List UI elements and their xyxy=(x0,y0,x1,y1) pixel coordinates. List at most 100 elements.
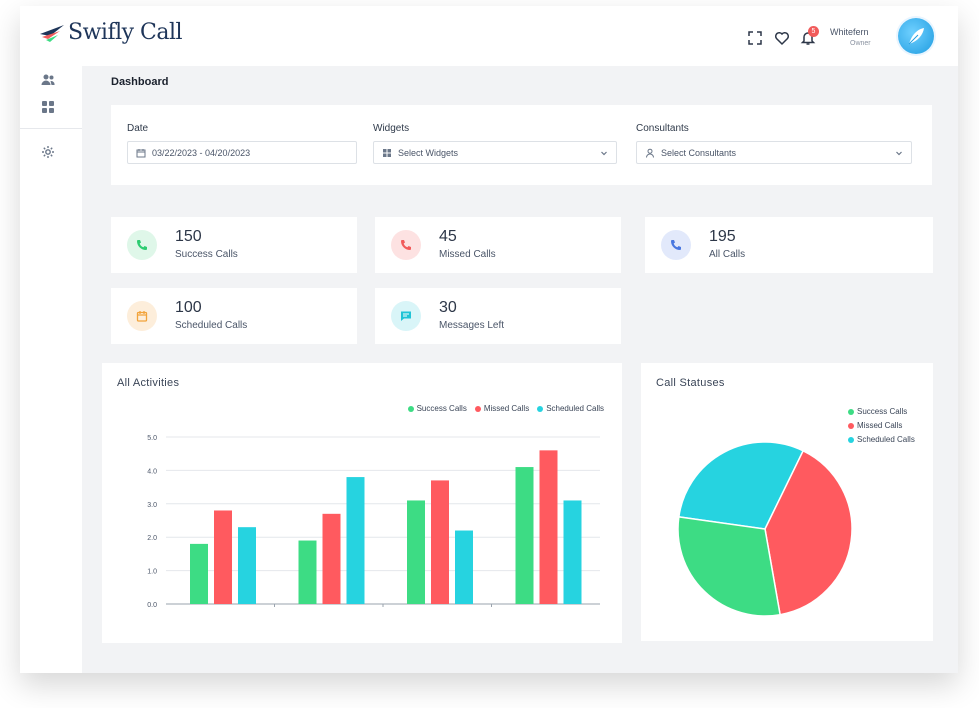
y-tick-label: 0.0 xyxy=(147,602,157,609)
consultants-select[interactable]: Select Consultants xyxy=(636,141,912,164)
stat-value: 45 xyxy=(439,228,457,245)
user-role: Owner xyxy=(850,40,871,47)
legend-item-scheduled[interactable]: Scheduled Calls xyxy=(848,435,915,444)
stat-label: All Calls xyxy=(709,249,746,260)
stat-icon-circle xyxy=(391,230,421,260)
widgets-label: Widgets xyxy=(373,123,410,134)
date-label: Date xyxy=(127,123,149,134)
calendar-icon xyxy=(136,148,146,157)
bar xyxy=(431,480,449,604)
stat-card-success[interactable]: 150 Success Calls xyxy=(111,217,357,273)
legend-item-scheduled[interactable]: Scheduled Calls xyxy=(537,404,604,413)
legend-label: Scheduled Calls xyxy=(857,435,915,444)
date-range-value: 03/22/2023 - 04/20/2023 xyxy=(152,147,251,158)
calendar-icon xyxy=(136,311,148,322)
widgets-select[interactable]: Select Widgets xyxy=(373,141,617,164)
all-activities-panel: All Activities Success Calls Missed Call… xyxy=(102,363,622,643)
user-icon xyxy=(646,148,654,158)
activities-legend: Success Calls Missed Calls Scheduled Cal… xyxy=(400,404,604,413)
legend-label: Success Calls xyxy=(416,404,467,413)
bar xyxy=(190,543,208,604)
sidebar xyxy=(20,66,82,673)
phone-icon xyxy=(671,240,681,250)
phone-icon xyxy=(137,240,147,250)
legend-label: Scheduled Calls xyxy=(546,404,604,413)
stat-card-scheduled[interactable]: 100 Scheduled Calls xyxy=(111,288,357,344)
chevron-down-icon xyxy=(601,151,607,156)
legend-dot xyxy=(407,405,414,412)
stat-icon-circle xyxy=(391,301,421,331)
users-icon[interactable] xyxy=(41,73,55,87)
bar xyxy=(346,477,365,604)
bar xyxy=(214,510,232,604)
filter-card: Date 03/22/2023 - 04/20/2023 Widgets Sel… xyxy=(111,105,932,185)
stat-value: 30 xyxy=(439,299,457,316)
logo-icon xyxy=(40,24,64,42)
page-title: Dashboard xyxy=(111,76,169,88)
message-icon xyxy=(401,311,411,321)
bar xyxy=(539,450,558,604)
legend-label: Success Calls xyxy=(857,407,908,416)
bar xyxy=(515,467,534,604)
dashboard-icon[interactable] xyxy=(41,100,55,114)
stat-value: 150 xyxy=(175,228,202,245)
legend-dot xyxy=(537,405,544,412)
stat-value: 195 xyxy=(709,228,736,245)
consultants-label: Consultants xyxy=(636,123,689,134)
stat-label: Success Calls xyxy=(175,249,238,260)
widgets-select-value: Select Widgets xyxy=(398,147,459,158)
date-range-field[interactable]: 03/22/2023 - 04/20/2023 xyxy=(127,141,357,164)
sidebar-divider xyxy=(20,128,82,129)
pie-slice xyxy=(677,441,805,530)
stat-card-missed[interactable]: 45 Missed Calls xyxy=(375,217,621,273)
stat-card-all[interactable]: 195 All Calls xyxy=(645,217,933,273)
y-tick-label: 3.0 xyxy=(147,502,157,509)
legend-dot xyxy=(848,408,854,415)
call-statuses-pie-chart xyxy=(677,441,853,617)
pie-slice xyxy=(677,516,781,617)
stat-label: Missed Calls xyxy=(439,249,496,260)
stat-icon-circle xyxy=(661,230,691,260)
feather-icon xyxy=(908,28,924,45)
bar xyxy=(238,527,256,604)
fullscreen-icon[interactable] xyxy=(747,30,763,46)
legend-dot xyxy=(848,422,854,429)
legend-label: Missed Calls xyxy=(857,421,903,430)
panel-title: All Activities xyxy=(117,377,180,389)
stat-value: 100 xyxy=(175,299,202,316)
bar xyxy=(298,540,317,604)
legend-label: Missed Calls xyxy=(483,404,530,413)
brand-logo[interactable]: Swifly Call xyxy=(38,20,183,45)
y-tick-label: 4.0 xyxy=(147,468,157,475)
stat-label: Messages Left xyxy=(439,320,505,331)
legend-dot xyxy=(474,405,481,412)
legend-item-missed[interactable]: Missed Calls xyxy=(848,421,915,430)
top-bar: Swifly Call 5 Whitefern Owner xyxy=(20,6,958,66)
legend-dot xyxy=(848,436,854,443)
bar xyxy=(563,500,582,604)
legend-item-success[interactable]: Success Calls xyxy=(407,404,467,413)
call-statuses-panel: Call Statuses Success Calls Missed Calls… xyxy=(641,363,933,641)
notification-badge: 5 xyxy=(808,26,819,37)
y-tick-label: 1.0 xyxy=(147,569,157,576)
pie-slice xyxy=(764,449,853,616)
legend-item-success[interactable]: Success Calls xyxy=(848,407,915,416)
y-tick-label: 2.0 xyxy=(147,535,157,542)
app-frame: Swifly Call 5 Whitefern Owner xyxy=(20,6,958,673)
heart-icon[interactable] xyxy=(774,30,790,46)
user-name[interactable]: Whitefern xyxy=(830,27,869,37)
chevron-down-icon xyxy=(896,151,902,156)
legend-item-missed[interactable]: Missed Calls xyxy=(474,404,530,413)
statuses-legend: Success Calls Missed Calls Scheduled Cal… xyxy=(848,407,915,449)
stat-card-messages[interactable]: 30 Messages Left xyxy=(375,288,621,344)
activities-bar-chart: 0.0 1.0 2.0 3.0 4.0 5.0 xyxy=(147,435,600,609)
bar xyxy=(455,530,473,604)
settings-icon[interactable] xyxy=(41,145,55,159)
grid-icon xyxy=(383,148,391,157)
y-tick-label: 5.0 xyxy=(147,435,157,442)
panel-title: Call Statuses xyxy=(656,377,725,389)
stat-icon-circle xyxy=(127,301,157,331)
bar xyxy=(322,513,341,604)
brand-name: Swifly Call xyxy=(68,20,183,45)
avatar[interactable] xyxy=(898,18,934,54)
